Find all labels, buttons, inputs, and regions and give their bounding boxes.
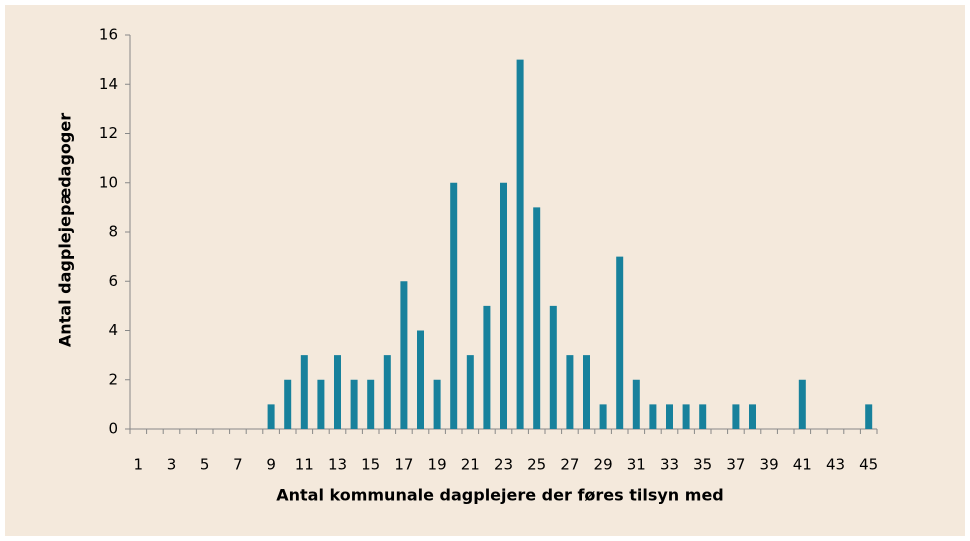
x-tick-label: 25: [527, 456, 546, 474]
x-tick-label: 1: [134, 456, 144, 474]
x-tick-label: 39: [760, 456, 779, 474]
bar: [749, 404, 756, 429]
y-axis-title: Antal dagplejepædagoger: [56, 113, 75, 347]
bar: [350, 379, 358, 429]
y-tick-label: 16: [99, 26, 118, 44]
bar: [666, 404, 673, 429]
y-tick-label: 4: [108, 321, 118, 339]
bar: [632, 379, 640, 429]
x-tick-label: 45: [859, 456, 878, 474]
y-tick-label: 2: [108, 370, 118, 388]
x-tick-label: 5: [200, 456, 210, 474]
bar: [583, 355, 590, 429]
bar: [865, 404, 873, 429]
bar: [599, 404, 607, 429]
bar: [682, 404, 690, 429]
x-tick-label: 27: [560, 456, 579, 474]
bar: [300, 355, 308, 429]
bar: [616, 256, 624, 429]
bar: [649, 404, 657, 429]
bar: [433, 379, 441, 429]
bar: [516, 59, 524, 429]
x-tick-label: 13: [328, 456, 347, 474]
x-tick-label: 11: [295, 456, 314, 474]
bar: [732, 404, 740, 429]
bar: [383, 355, 391, 429]
bar: [549, 305, 557, 429]
x-tick-label: 3: [167, 456, 177, 474]
x-tick-label: 35: [693, 456, 712, 474]
x-tick-label: 17: [394, 456, 413, 474]
bar: [284, 379, 292, 429]
bar: [566, 355, 574, 429]
y-tick-label: 14: [99, 75, 118, 93]
x-tick-label: 19: [428, 456, 447, 474]
bar: [367, 379, 375, 429]
x-tick-label: 43: [826, 456, 845, 474]
x-tick-label: 23: [494, 456, 513, 474]
y-tick-label: 8: [108, 223, 118, 241]
bar: [267, 404, 275, 429]
bar: [417, 330, 424, 429]
bar: [699, 404, 707, 429]
bar: [334, 355, 341, 429]
bar: [483, 305, 491, 429]
bar: [450, 182, 458, 429]
x-tick-label: 15: [361, 456, 380, 474]
background: [5, 5, 965, 536]
bar: [798, 379, 806, 429]
y-tick-label: 10: [99, 173, 118, 191]
x-tick-label: 7: [233, 456, 243, 474]
y-tick-label: 6: [108, 272, 118, 290]
x-tick-label: 41: [793, 456, 812, 474]
y-tick-label: 12: [99, 124, 118, 142]
y-tick-label: 0: [108, 420, 118, 438]
x-tick-label: 21: [461, 456, 480, 474]
x-axis-title: Antal kommunale dagplejere der føres til…: [276, 486, 724, 505]
x-tick-label: 29: [594, 456, 613, 474]
x-tick-label: 33: [660, 456, 679, 474]
x-tick-label: 9: [266, 456, 276, 474]
bar: [466, 355, 474, 429]
bar: [317, 379, 325, 429]
x-tick-label: 31: [627, 456, 646, 474]
x-tick-label: 37: [726, 456, 745, 474]
bar: [533, 207, 541, 429]
bar: [500, 182, 507, 429]
bar: [400, 281, 408, 429]
